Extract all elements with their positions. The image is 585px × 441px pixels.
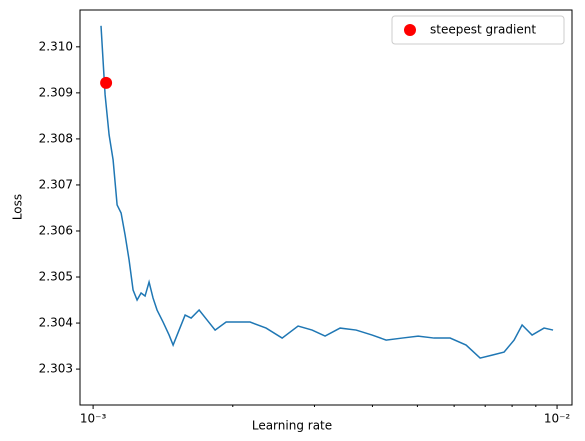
x-axis-label: Learning rate xyxy=(252,419,332,433)
axes-frame xyxy=(79,9,573,406)
y-axis-label: Loss xyxy=(11,194,25,220)
legend-label: steepest gradient xyxy=(430,23,536,37)
x-tick-label: 10⁻³ xyxy=(80,412,107,426)
legend-marker xyxy=(404,24,416,36)
y-tick-label: 2.305 xyxy=(39,270,73,284)
marker xyxy=(100,76,113,89)
y-tick-label: 2.306 xyxy=(39,223,73,237)
y-tick-label: 2.310 xyxy=(39,39,73,53)
y-tick-label: 2.303 xyxy=(39,362,73,376)
loss-line xyxy=(100,25,554,359)
y-tick-label: 2.307 xyxy=(39,177,73,191)
y-tick-label: 2.304 xyxy=(39,316,73,330)
y-tick-label: 2.309 xyxy=(39,85,73,99)
x-tick-label: 10⁻² xyxy=(544,412,571,426)
legend-box xyxy=(391,15,565,45)
y-tick-label: 2.308 xyxy=(39,131,73,145)
